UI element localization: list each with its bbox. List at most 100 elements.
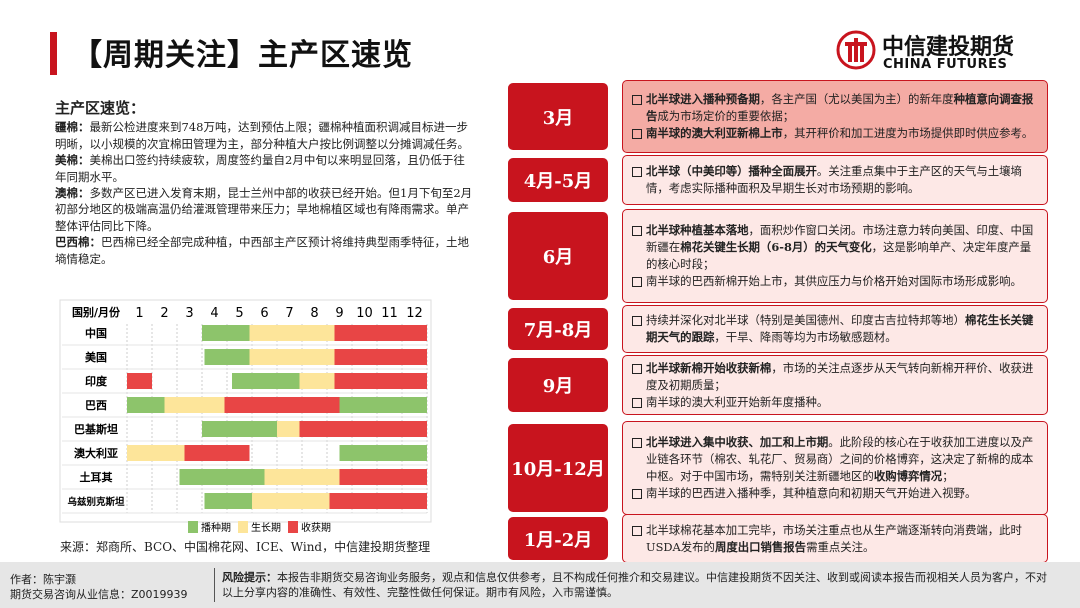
text-run: 持续并深化对北半球（特别是美国德州、印度古吉拉特邦等地） — [646, 313, 965, 327]
text-run: 北半球棉花基本加工完毕，市场关注重点也从生产端逐渐转向消费端，此时USDA发布的 — [646, 522, 1022, 554]
title: 【周期关注】主产区速览 — [72, 38, 413, 73]
month-label: 1 — [135, 306, 143, 321]
month-label: 8 — [310, 306, 318, 321]
text-run: 。关注重点集中于主产区的天气与土壤墒情，考虑实际播种面积及早期生长对市场预期的影… — [646, 164, 1022, 195]
country-label: 乌兹别克斯坦 — [67, 496, 125, 508]
period-text: 北半球进入集中收获、加工和上市期。此阶段的核心在于收获加工进度以及产业链各环节（… — [622, 421, 1048, 515]
text-run: 周度出口销售报告 — [714, 539, 807, 554]
crop-calendar: 国别/月份 1 2 3 4 5 6 7 8 9 10 11 12中国美国印度巴西巴基斯坦澳大利亚土耳其乌… — [59, 299, 432, 534]
text-run: ，其开秤价和加工进度为市场提供即时供应参考。 — [782, 126, 1034, 140]
country-label: 中国 — [85, 326, 107, 340]
phase-bar — [249, 325, 335, 341]
phase-bar — [334, 349, 427, 365]
bullet: 北半球进入集中收获、加工和上市期。此阶段的核心在于收获加工进度以及产业链各环节（… — [631, 434, 1039, 485]
month-label: 10 — [356, 306, 373, 321]
bullet: 北半球种植基本落地，面积炒作窗口关闭。市场注意力转向美国、印度、中国新疆在棉花关… — [631, 222, 1039, 273]
phase-bar — [204, 349, 250, 365]
text-run: 收购博弈情况 — [873, 469, 943, 483]
phase-bar — [252, 493, 330, 509]
phase-bar — [164, 397, 225, 413]
phase-bar — [127, 397, 165, 413]
phase-bar — [204, 493, 252, 509]
text-run: 南半球的巴西新棉开始上市，其供应压力与价格开始对国际市场形成影响。 — [646, 274, 1022, 288]
region-name: 美棉： — [55, 153, 90, 168]
month-label: 7 — [285, 306, 293, 321]
text-run: 种植意向调查报告 — [646, 92, 1034, 123]
phase-bar — [184, 445, 250, 461]
text-run: ，干旱、降雨等均为市场敏感题材。 — [714, 330, 897, 344]
phase-bar — [277, 421, 300, 437]
phase-bar — [339, 397, 427, 413]
region-text: 最新公检进度来到748万吨，达到预估上限；疆棉种植面积调减目标进一步明晰，以小规… — [55, 120, 469, 151]
legend-label: 播种期 — [201, 521, 231, 534]
region-name: 澳棉： — [55, 186, 90, 201]
region-text: 多数产区已进入发育末期，昆士兰州中部的收获已经开始。但1月下旬至2月初部分地区的… — [55, 186, 473, 233]
text-run: 南半球的巴西进入播种季，其种植意向和初期天气开始进入视野。 — [646, 486, 977, 500]
month-label: 4 — [210, 306, 218, 321]
text-run: 。此阶段的核心在于收获加工进度以及产业链各环节（棉农、轧花厂、贸易商）之间的价格… — [646, 435, 1034, 483]
text-run: 棉花关键生长期（6-8月）的天气变化 — [680, 240, 872, 254]
divider — [214, 568, 215, 602]
period-text: 北半球（中美印等）播种全面展开。关注重点集中于主产区的天气与土壤墒情，考虑实际播… — [622, 155, 1048, 205]
logo-icon — [836, 30, 876, 70]
bullet: 南半球的澳大利亚新棉上市，其开秤价和加工进度为市场提供即时供应参考。 — [631, 125, 1039, 142]
text-run: ，各主产国（尤以美国为主）的新年度 — [759, 92, 954, 106]
phase-bar — [224, 397, 340, 413]
text-run: 北半球进入集中收获、加工和上市期 — [646, 435, 829, 449]
phase-bar — [299, 373, 335, 389]
author: 作者：陈宇灏 — [10, 573, 76, 586]
bullet: 北半球新棉开始收获新棉，市场的关注点逐步从天气转向新棉开秤价、收获进度及初期质量… — [631, 360, 1039, 394]
bullet: 南半球的巴西进入播种季，其种植意向和初期天气开始进入视野。 — [631, 485, 1039, 502]
text-run: 需重点关注。 — [806, 539, 875, 554]
legend-label: 生长期 — [251, 521, 281, 534]
bullet: 南半球的巴西新棉开始上市，其供应压力与价格开始对国际市场形成影响。 — [631, 273, 1039, 290]
summary: 主产区速览： 疆棉：最新公检进度来到748万吨，达到预估上限；疆棉种植面积调减目… — [55, 100, 475, 267]
month-label: 11 — [381, 306, 398, 321]
legend-swatch — [188, 521, 198, 533]
period-label: 3月 — [508, 83, 608, 150]
phase-bar — [202, 325, 250, 341]
phase-bar — [232, 373, 300, 389]
phase-bar — [334, 325, 427, 341]
phase-bar — [264, 469, 340, 485]
period-text: 北半球新棉开始收获新棉，市场的关注点逐步从天气转向新棉开秤价、收获进度及初期质量… — [622, 355, 1048, 415]
country-label: 巴西 — [85, 399, 107, 412]
country-label: 澳大利亚 — [74, 446, 118, 460]
bullet: 北半球棉花基本加工完毕，市场关注重点也从生产端逐渐转向消费端，此时USDA发布的… — [631, 522, 1039, 556]
phase-bar — [339, 469, 427, 485]
month-label: 3 — [185, 306, 193, 321]
summary-paragraph: 巴西棉：巴西棉已经全部完成种植，中西部主产区预计将维持典型雨季特征，土地墒情稳定… — [55, 234, 475, 267]
period-text: 持续并深化对北半球（特别是美国德州、印度古吉拉特邦等地）棉花生长关键期天气的跟踪… — [622, 305, 1048, 353]
text-run: ，市场的关注点逐步从天气转向新棉开秤价、收获进度及初期质量； — [646, 360, 1034, 392]
bullet: 持续并深化对北半球（特别是美国德州、印度古吉拉特邦等地）棉花生长关键期天气的跟踪… — [631, 312, 1039, 346]
summary-paragraph: 美棉：美棉出口签约持续疲软，周度签约量自2月中旬以来明显回落，且仍低于往年同期水… — [55, 152, 475, 185]
period-label: 4月-5月 — [508, 158, 608, 202]
text-run: 南半球的澳大利亚开始新年度播种。 — [646, 394, 829, 409]
bullet: 北半球进入播种预备期，各主产国（尤以美国为主）的新年度种植意向调查报告成为市场定… — [631, 91, 1039, 125]
risk-label: 风险提示： — [222, 571, 277, 584]
month-label: 12 — [406, 306, 423, 321]
source: 来源：郑商所、BCO、中国棉花网、ICE、Wind，中信建投期货整理 — [60, 540, 431, 554]
text-run: 成为市场定价的重要依据； — [657, 109, 795, 123]
period-label: 6月 — [508, 212, 608, 300]
period-text: 北半球棉花基本加工完毕，市场关注重点也从生产端逐渐转向消费端，此时USDA发布的… — [622, 514, 1048, 563]
period-label: 7月-8月 — [508, 308, 608, 350]
text-run: ； — [942, 469, 954, 483]
text-run: 南半球的澳大利亚新棉上市 — [646, 126, 783, 140]
calendar-header: 国别/月份 — [72, 305, 121, 319]
region-name: 疆棉： — [55, 120, 90, 135]
period-text: 北半球进入播种预备期，各主产国（尤以美国为主）的新年度种植意向调查报告成为市场定… — [622, 80, 1048, 153]
country-label: 印度 — [85, 374, 108, 388]
logo-cn: 中信建投期货 — [882, 35, 1015, 60]
footer: 作者：陈宇灏 期货交易咨询从业信息：Z0019939 风险提示：本报告非期货交易… — [0, 562, 1080, 608]
country-label: 巴基斯坦 — [74, 422, 118, 436]
license: 期货交易咨询从业信息：Z0019939 — [10, 588, 188, 601]
logo-en: CHINA FUTURES — [883, 57, 1008, 72]
month-label: 9 — [335, 306, 343, 321]
text-run: ，这是影响单产、决定年度产量的核心时段； — [646, 240, 1032, 271]
text-run: 棉花生长关键期天气的跟踪 — [646, 313, 1034, 344]
region-text: 美棉出口签约持续疲软，周度签约量自2月中旬以来明显回落，且仍低于往年同期水平。 — [55, 153, 465, 184]
month-label: 2 — [160, 306, 168, 321]
month-label: 5 — [235, 306, 243, 321]
text-run: ，面积炒作窗口关闭。市场注意力转向美国、印度、中国新疆在 — [646, 223, 1034, 254]
